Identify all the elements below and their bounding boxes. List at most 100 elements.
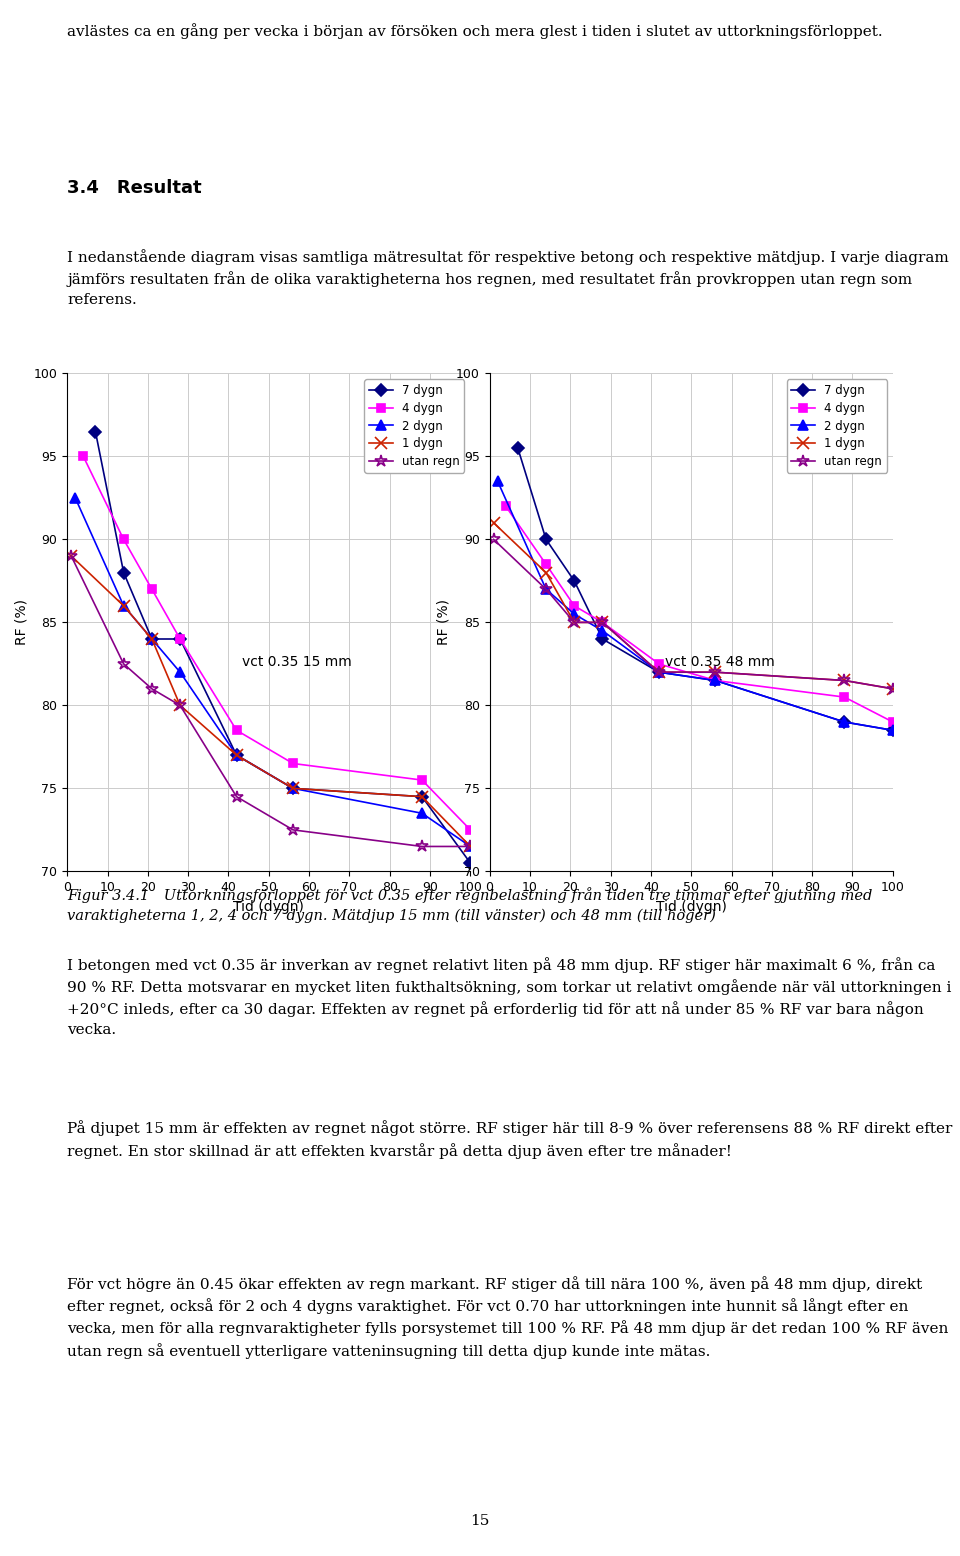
Line: 4 dygn: 4 dygn: [501, 503, 897, 727]
7 dygn: [175, 630, 186, 649]
7 dygn: [540, 531, 552, 549]
7 dygn: [839, 713, 851, 731]
Legend: 7 dygn, 4 dygn, 2 dygn, 1 dygn, utan regn: 7 dygn, 4 dygn, 2 dygn, 1 dygn, utan reg…: [364, 380, 465, 473]
1 dygn: [287, 780, 299, 798]
7 dygn: [89, 422, 101, 440]
4 dygn: [500, 496, 512, 515]
Text: I nedanstående diagram visas samtliga mätresultat för respektive betong och resp: I nedanstående diagram visas samtliga mä…: [67, 249, 948, 307]
X-axis label: Tid (dygn): Tid (dygn): [656, 899, 727, 913]
2 dygn: [887, 720, 899, 739]
utan regn: [417, 837, 428, 856]
4 dygn: [839, 688, 851, 706]
Text: vct 0.35 48 mm: vct 0.35 48 mm: [664, 655, 775, 669]
1 dygn: [118, 596, 130, 615]
1 dygn: [175, 696, 186, 714]
Text: På djupet 15 mm är effekten av regnet något större. RF stiger här till 8-9 % öve: På djupet 15 mm är effekten av regnet nå…: [67, 1120, 952, 1159]
7 dygn: [568, 571, 580, 590]
utan regn: [287, 820, 299, 839]
2 dygn: [492, 471, 503, 490]
Line: 1 dygn: 1 dygn: [65, 551, 476, 853]
1 dygn: [65, 546, 77, 565]
2 dygn: [653, 663, 664, 682]
2 dygn: [69, 489, 81, 507]
2 dygn: [465, 837, 476, 856]
1 dygn: [465, 837, 476, 856]
Line: 7 dygn: 7 dygn: [514, 443, 897, 734]
7 dygn: [653, 663, 664, 682]
2 dygn: [709, 671, 721, 689]
Line: utan regn: utan regn: [488, 534, 900, 696]
7 dygn: [887, 720, 899, 739]
Line: 2 dygn: 2 dygn: [70, 493, 475, 851]
1 dygn: [146, 630, 157, 649]
utan regn: [146, 680, 157, 699]
4 dygn: [709, 671, 721, 689]
7 dygn: [118, 563, 130, 582]
utan regn: [118, 655, 130, 674]
7 dygn: [230, 745, 242, 764]
2 dygn: [540, 580, 552, 599]
1 dygn: [597, 613, 609, 632]
Line: 1 dygn: 1 dygn: [488, 517, 899, 694]
1 dygn: [568, 613, 580, 632]
X-axis label: Tid (dygn): Tid (dygn): [233, 899, 304, 913]
4 dygn: [417, 770, 428, 789]
Text: Figur 3.4.1 Uttorkningsförloppet för vct 0.35 efter regnbelastning från tiden tr: Figur 3.4.1 Uttorkningsförloppet för vct…: [67, 887, 873, 923]
Line: 4 dygn: 4 dygn: [79, 453, 474, 834]
4 dygn: [597, 613, 609, 632]
utan regn: [597, 613, 609, 632]
4 dygn: [568, 596, 580, 615]
7 dygn: [417, 787, 428, 806]
utan regn: [540, 580, 552, 599]
1 dygn: [417, 787, 428, 806]
1 dygn: [230, 745, 242, 764]
4 dygn: [230, 720, 242, 739]
utan regn: [230, 787, 242, 806]
7 dygn: [709, 671, 721, 689]
utan regn: [839, 671, 851, 689]
1 dygn: [540, 563, 552, 582]
4 dygn: [653, 655, 664, 674]
7 dygn: [465, 854, 476, 873]
7 dygn: [146, 630, 157, 649]
7 dygn: [597, 630, 609, 649]
utan regn: [65, 546, 77, 565]
4 dygn: [287, 755, 299, 773]
2 dygn: [839, 713, 851, 731]
Text: vct 0.35 15 mm: vct 0.35 15 mm: [242, 655, 352, 669]
Text: 15: 15: [470, 1514, 490, 1528]
Y-axis label: RF (%): RF (%): [14, 599, 28, 646]
4 dygn: [146, 580, 157, 599]
Text: För vct högre än 0.45 ökar effekten av regn markant. RF stiger då till nära 100 : För vct högre än 0.45 ökar effekten av r…: [67, 1276, 948, 1358]
Legend: 7 dygn, 4 dygn, 2 dygn, 1 dygn, utan regn: 7 dygn, 4 dygn, 2 dygn, 1 dygn, utan reg…: [786, 380, 887, 473]
4 dygn: [175, 630, 186, 649]
1 dygn: [488, 513, 499, 532]
7 dygn: [287, 780, 299, 798]
2 dygn: [118, 596, 130, 615]
1 dygn: [839, 671, 851, 689]
2 dygn: [417, 804, 428, 823]
2 dygn: [230, 745, 242, 764]
utan regn: [488, 531, 499, 549]
4 dygn: [887, 713, 899, 731]
utan regn: [709, 663, 721, 682]
utan regn: [653, 663, 664, 682]
Text: avlästes ca en gång per vecka i början av försöken och mera glest i tiden i slut: avlästes ca en gång per vecka i början a…: [67, 23, 883, 39]
Line: 7 dygn: 7 dygn: [91, 428, 474, 867]
4 dygn: [118, 531, 130, 549]
2 dygn: [146, 630, 157, 649]
utan regn: [887, 680, 899, 699]
2 dygn: [568, 605, 580, 624]
4 dygn: [540, 555, 552, 574]
2 dygn: [175, 663, 186, 682]
2 dygn: [287, 780, 299, 798]
1 dygn: [709, 663, 721, 682]
7 dygn: [512, 439, 523, 457]
Y-axis label: RF (%): RF (%): [437, 599, 450, 646]
2 dygn: [597, 621, 609, 640]
Text: I betongen med vct 0.35 är inverkan av regnet relativt liten på 48 mm djup. RF s: I betongen med vct 0.35 är inverkan av r…: [67, 957, 951, 1036]
utan regn: [465, 837, 476, 856]
1 dygn: [887, 680, 899, 699]
utan regn: [175, 696, 186, 714]
1 dygn: [653, 663, 664, 682]
